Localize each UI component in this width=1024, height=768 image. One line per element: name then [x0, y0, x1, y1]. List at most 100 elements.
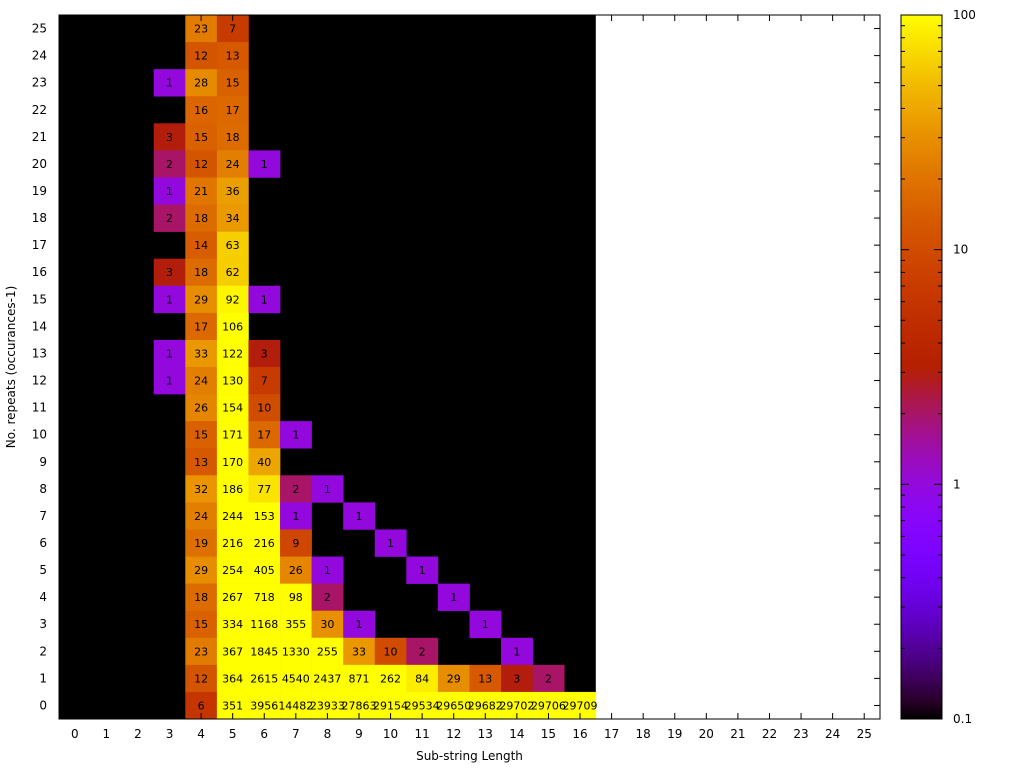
cell-value-label: 84: [415, 672, 429, 685]
cell-value-label: 3: [513, 672, 520, 685]
colorbar-gradient: [900, 14, 943, 720]
cell-value-label: 2615: [250, 672, 278, 685]
cell-value-label: 26: [194, 402, 208, 415]
x-tick-label: 18: [636, 727, 651, 741]
cell-value-label: 334: [222, 618, 243, 631]
cell-value-label: 29706: [531, 699, 566, 712]
y-tick-label: 22: [32, 103, 47, 117]
y-tick-label: 8: [39, 482, 47, 496]
cell-value-label: 7: [261, 375, 268, 388]
heatmap-cell: [280, 610, 312, 639]
cell-value-label: 1: [292, 510, 299, 523]
heatmap-cell: [185, 610, 218, 639]
x-tick-label: 11: [414, 727, 429, 741]
heatmap-cell: [216, 69, 249, 97]
cell-value-label: 122: [222, 347, 243, 360]
heatmap-cell: [248, 475, 281, 503]
cell-value-label: 30: [320, 618, 334, 631]
colorbar-tick-label: 10: [953, 243, 968, 257]
y-tick-label: 7: [39, 509, 47, 523]
heatmap-cell: [532, 664, 565, 693]
colorbar-tick-label: 0.1: [953, 712, 972, 726]
x-tick-label: 9: [355, 727, 363, 741]
y-tick-label: 15: [32, 292, 47, 306]
heatmap-cell: [248, 421, 281, 449]
heatmap-cell: [248, 610, 281, 639]
heatmap-cell: [216, 475, 249, 503]
cell-value-label: 6: [198, 699, 205, 712]
cell-value-label: 18: [194, 212, 208, 225]
x-tick-label: 2: [134, 727, 142, 741]
cell-value-label: 2: [166, 158, 173, 171]
cell-value-label: 15: [194, 131, 208, 144]
heatmap-cell: [216, 204, 249, 232]
cell-value-label: 1: [450, 591, 457, 604]
heatmap-cell: [280, 637, 312, 666]
cell-value-label: 3: [261, 347, 268, 360]
heatmap-cell: [216, 339, 249, 368]
y-tick-label: 1: [39, 671, 47, 685]
heatmap-cell: [216, 529, 249, 557]
cell-value-label: 2: [292, 483, 299, 496]
cell-value-label: 13: [194, 456, 208, 469]
x-tick-label: 0: [71, 727, 79, 741]
heatmap-cell: [343, 664, 376, 693]
cell-value-label: 1: [261, 158, 268, 171]
y-tick-label: 11: [32, 401, 47, 415]
cell-value-label: 267: [222, 591, 243, 604]
cell-value-label: 29682: [468, 699, 503, 712]
cell-value-label: 244: [222, 510, 243, 523]
heatmap-cell: [185, 69, 218, 97]
colorbar-tick-label: 1: [953, 477, 961, 491]
heatmap-cell: [153, 339, 186, 368]
heatmap-cell: [185, 664, 218, 693]
heatmap-cell: [216, 664, 249, 693]
cell-value-label: 19: [194, 537, 208, 550]
cell-value-label: 2437: [313, 672, 341, 685]
heatmap-cell: [311, 556, 344, 584]
cell-value-label: 1: [324, 564, 331, 577]
heatmap-cell: [248, 448, 281, 476]
heatmap-cell: [153, 285, 186, 314]
cell-value-label: 17: [257, 429, 271, 442]
cell-value-label: 1: [166, 375, 173, 388]
x-tick-label: 1: [103, 727, 111, 741]
cell-value-label: 92: [226, 293, 240, 306]
x-tick-label: 3: [166, 727, 174, 741]
cell-value-label: 23: [194, 645, 208, 658]
heatmap-cell: [280, 664, 312, 693]
cell-value-label: 15: [226, 77, 240, 90]
y-tick-label: 19: [32, 184, 47, 198]
cell-value-label: 3956: [250, 699, 278, 712]
heatmap-cell: [185, 42, 218, 70]
heatmap-cell: [216, 610, 249, 639]
heatmap-cell: [216, 177, 249, 205]
heatmap-cell: [216, 583, 249, 611]
cell-value-label: 13: [478, 672, 492, 685]
x-tick-label: 6: [260, 727, 268, 741]
heatmap-cell: [280, 421, 312, 449]
heatmap-cell: [185, 231, 218, 259]
heatmap-cell: [216, 367, 249, 395]
heatmap-cell: [280, 556, 312, 584]
y-tick-label: 20: [32, 157, 47, 171]
x-tick-label: 15: [541, 727, 556, 741]
cell-value-label: 1: [355, 618, 362, 631]
cell-value-label: 718: [254, 591, 275, 604]
heatmap-cell: [185, 367, 218, 395]
heatmap-cell: [311, 610, 344, 639]
heatmap-cell: [216, 150, 249, 178]
cell-value-label: 3: [166, 266, 173, 279]
y-tick-label: 25: [32, 22, 47, 36]
heatmap-cell: [185, 583, 218, 611]
heatmap-cell: [374, 664, 407, 693]
cell-value-label: 29: [194, 293, 208, 306]
colorbar-tick-label: 100: [953, 8, 976, 22]
cell-value-label: 29650: [436, 699, 471, 712]
heatmap-cell: [153, 367, 186, 395]
cell-value-label: 28: [194, 77, 208, 90]
y-tick-label: 0: [39, 698, 47, 712]
heatmap-cell: [248, 664, 281, 693]
cell-value-label: 2: [545, 672, 552, 685]
